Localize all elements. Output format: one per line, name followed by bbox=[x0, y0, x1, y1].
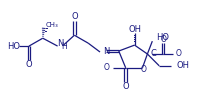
Text: N: N bbox=[57, 39, 63, 48]
Text: O: O bbox=[71, 12, 77, 21]
Text: O: O bbox=[140, 65, 146, 74]
Text: HO: HO bbox=[156, 33, 168, 42]
Text: N: N bbox=[102, 47, 109, 56]
Text: O: O bbox=[122, 82, 128, 91]
Text: O: O bbox=[175, 50, 181, 59]
Text: O: O bbox=[103, 63, 109, 72]
Text: O: O bbox=[25, 60, 32, 69]
Text: H: H bbox=[61, 42, 67, 51]
Text: OH: OH bbox=[127, 25, 140, 34]
Text: CH₃: CH₃ bbox=[45, 22, 58, 28]
Text: C: C bbox=[150, 49, 156, 57]
Text: HO: HO bbox=[7, 42, 20, 51]
Text: OH: OH bbox=[176, 61, 189, 70]
Text: O: O bbox=[159, 35, 165, 44]
